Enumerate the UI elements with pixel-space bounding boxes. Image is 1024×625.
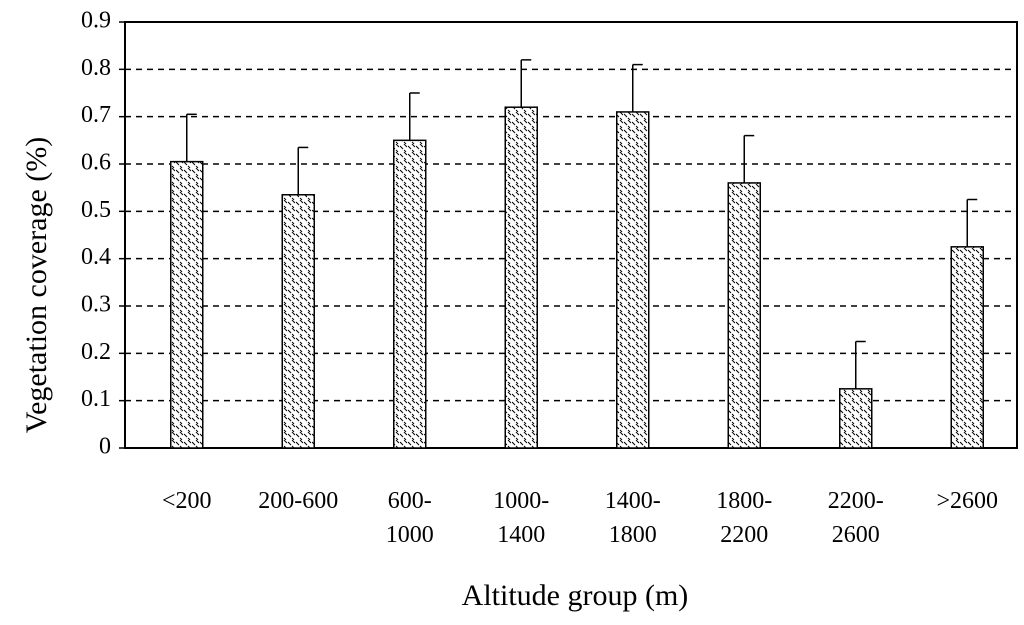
bar	[950, 246, 984, 449]
bar	[393, 139, 427, 449]
plot-frame	[124, 21, 1018, 449]
x-axis-title: Altitude group (m)	[462, 579, 689, 612]
x-tick-label: 600-1000	[386, 488, 434, 548]
y-axis-title: Vegetation coverage (%)	[20, 137, 53, 434]
y-tick-label: 0.2	[81, 339, 111, 365]
y-tick-label: 0.1	[81, 386, 111, 412]
x-tick-label: 200-600	[258, 488, 338, 514]
y-tick-label: 0.7	[81, 102, 111, 128]
y-tick-label: 0.3	[81, 292, 111, 318]
x-tick-label: >2600	[936, 488, 998, 514]
bar	[727, 182, 761, 449]
bar	[170, 160, 204, 449]
bar	[839, 388, 873, 449]
x-tick-label: 1400-1800	[605, 488, 661, 548]
x-tick-label: 1000-1400	[493, 488, 549, 548]
bar	[504, 106, 538, 449]
x-tick-label: <200	[162, 488, 212, 514]
y-tick-label: 0.5	[81, 197, 111, 223]
y-tick-label: 0.8	[81, 55, 111, 81]
y-tick-label: 0.6	[81, 150, 111, 176]
bar	[616, 111, 650, 449]
y-tick-label: 0.4	[81, 244, 111, 270]
x-tick-label: 1800-2200	[716, 488, 772, 548]
x-tick-label: 2200-2600	[828, 488, 884, 548]
bar	[281, 194, 315, 449]
y-tick-label: 0	[99, 434, 111, 460]
y-tick-label: 0.9	[81, 8, 111, 34]
